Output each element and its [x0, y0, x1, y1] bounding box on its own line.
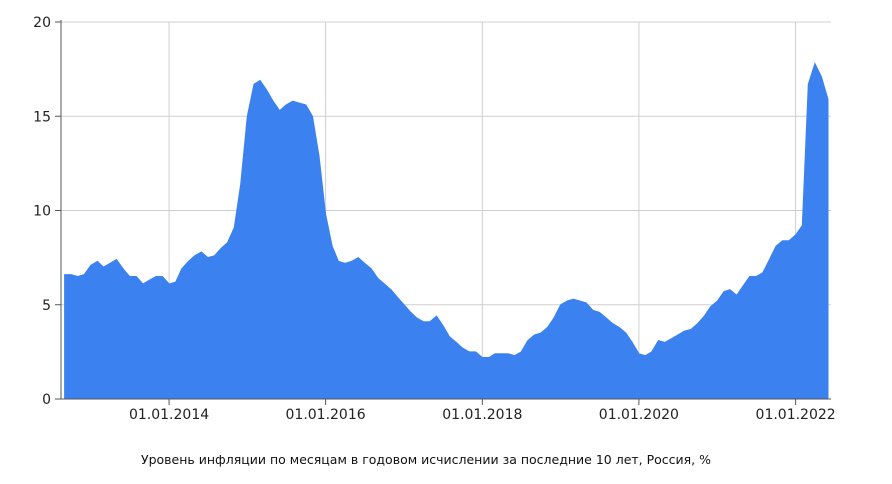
x-tick-label: 01.01.2020	[599, 407, 679, 423]
x-tick-label: 01.01.2014	[129, 407, 209, 423]
y-axis-ticks: 0 5 10 15 20	[33, 15, 61, 408]
y-tick-label: 15	[33, 109, 51, 125]
y-tick-label: 5	[42, 298, 51, 314]
x-axis-ticks: 01.01.2014 01.01.2016 01.01.2018 01.01.2020…	[129, 399, 836, 423]
y-tick-label: 20	[33, 15, 51, 31]
x-tick-label: 01.01.2016	[286, 407, 366, 423]
y-tick-label: 10	[33, 204, 51, 220]
y-tick-label: 0	[42, 392, 51, 408]
x-tick-label: 01.01.2018	[442, 407, 522, 423]
chart-axes	[60, 20, 831, 400]
inflation-area-series	[64, 62, 829, 400]
chart-caption: Уровень инфляции по месяцам в годовом ис…	[140, 452, 712, 467]
x-tick-label: 01.01.2022	[756, 407, 836, 423]
